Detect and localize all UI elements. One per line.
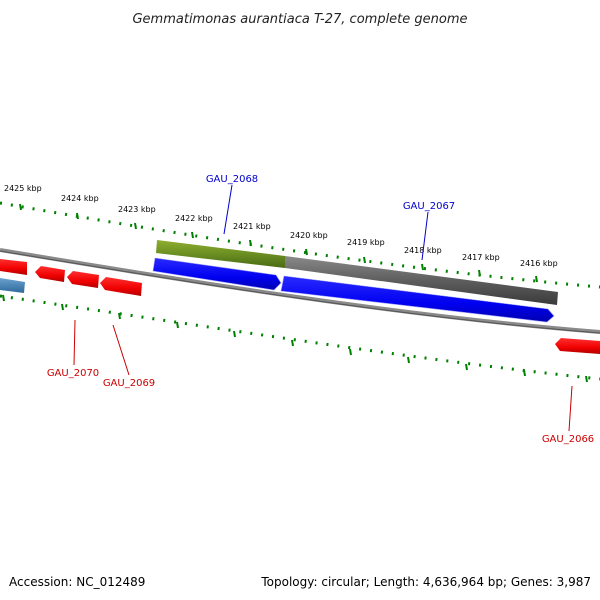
gene-label-gau-2069[interactable]: GAU_2069 bbox=[103, 378, 155, 389]
tick-label: 2419 kbp bbox=[347, 238, 385, 247]
gene-label-gau-2066[interactable]: GAU_2066 bbox=[542, 434, 594, 445]
tick-label: 2425 kbp bbox=[4, 184, 42, 193]
leader-line bbox=[112, 324, 130, 376]
leader-line bbox=[73, 319, 76, 366]
gene-label-gau-2068[interactable]: GAU_2068 bbox=[206, 174, 258, 185]
backbone-shadow bbox=[0, 250, 600, 334]
tick-label: 2423 kbp bbox=[118, 205, 156, 214]
inner-major-ticks bbox=[2, 294, 588, 383]
gene-arrow bbox=[67, 271, 99, 288]
major-ticks bbox=[19, 203, 538, 283]
tick-label: 2417 kbp bbox=[462, 253, 500, 262]
leader-line bbox=[421, 211, 429, 261]
highlight-feature bbox=[156, 240, 285, 268]
gene-arrow bbox=[100, 277, 142, 296]
tick-label: 2421 kbp bbox=[233, 222, 271, 231]
gene-label-gau-2067[interactable]: GAU_2067 bbox=[403, 201, 455, 212]
map-title: Gemmatimonas aurantiaca T-27, complete g… bbox=[132, 12, 467, 27]
tick-label: 2424 kbp bbox=[61, 194, 99, 203]
tick-labels: 2425 kbp 2424 kbp 2423 kbp 2422 kbp 2421… bbox=[4, 184, 558, 268]
cds-arrow bbox=[280, 275, 555, 323]
gene-arrow bbox=[0, 278, 25, 293]
gene-arrow bbox=[555, 338, 600, 354]
gene-label-gau-2070[interactable]: GAU_2070 bbox=[47, 368, 99, 379]
accession-text: Accession: NC_012489 bbox=[9, 575, 145, 589]
leader-line bbox=[223, 184, 233, 235]
gray-feature bbox=[285, 256, 558, 305]
backbone bbox=[0, 248, 600, 334]
tick-label: 2422 kbp bbox=[175, 214, 213, 223]
tick-label: 2416 kbp bbox=[520, 259, 558, 268]
cds-arrow bbox=[152, 257, 282, 291]
gene-arrow bbox=[0, 259, 27, 275]
genome-summary-text: Topology: circular; Length: 4,636,964 bp… bbox=[260, 575, 591, 589]
gene-arrow bbox=[35, 266, 65, 282]
leader-line bbox=[568, 385, 573, 432]
tick-label: 2420 kbp bbox=[290, 231, 328, 240]
